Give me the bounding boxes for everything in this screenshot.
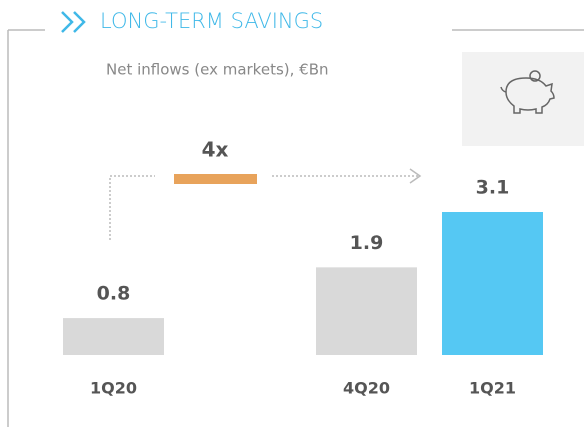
- bar: [442, 212, 543, 355]
- category-label: 1Q21: [469, 379, 516, 398]
- icon-box: [462, 52, 584, 146]
- category-label: 1Q20: [90, 379, 137, 398]
- piggy-icon: [500, 70, 555, 114]
- arrow-highlight: [174, 174, 257, 184]
- arrow-head: [409, 168, 422, 184]
- bar: [63, 318, 164, 355]
- chart-subtitle: Net inflows (ex markets), €Bn: [106, 61, 329, 79]
- value-label: 0.8: [97, 283, 131, 305]
- arrow-line: [109, 175, 155, 240]
- value-label: 3.1: [476, 177, 510, 199]
- value-label: 1.9: [350, 232, 384, 254]
- annotation: 4x: [202, 138, 229, 162]
- chart-title: LONG-TERM SAVINGS: [100, 9, 323, 33]
- bar: [316, 267, 417, 355]
- chevron-icon: [61, 11, 86, 33]
- category-label: 4Q20: [343, 379, 390, 398]
